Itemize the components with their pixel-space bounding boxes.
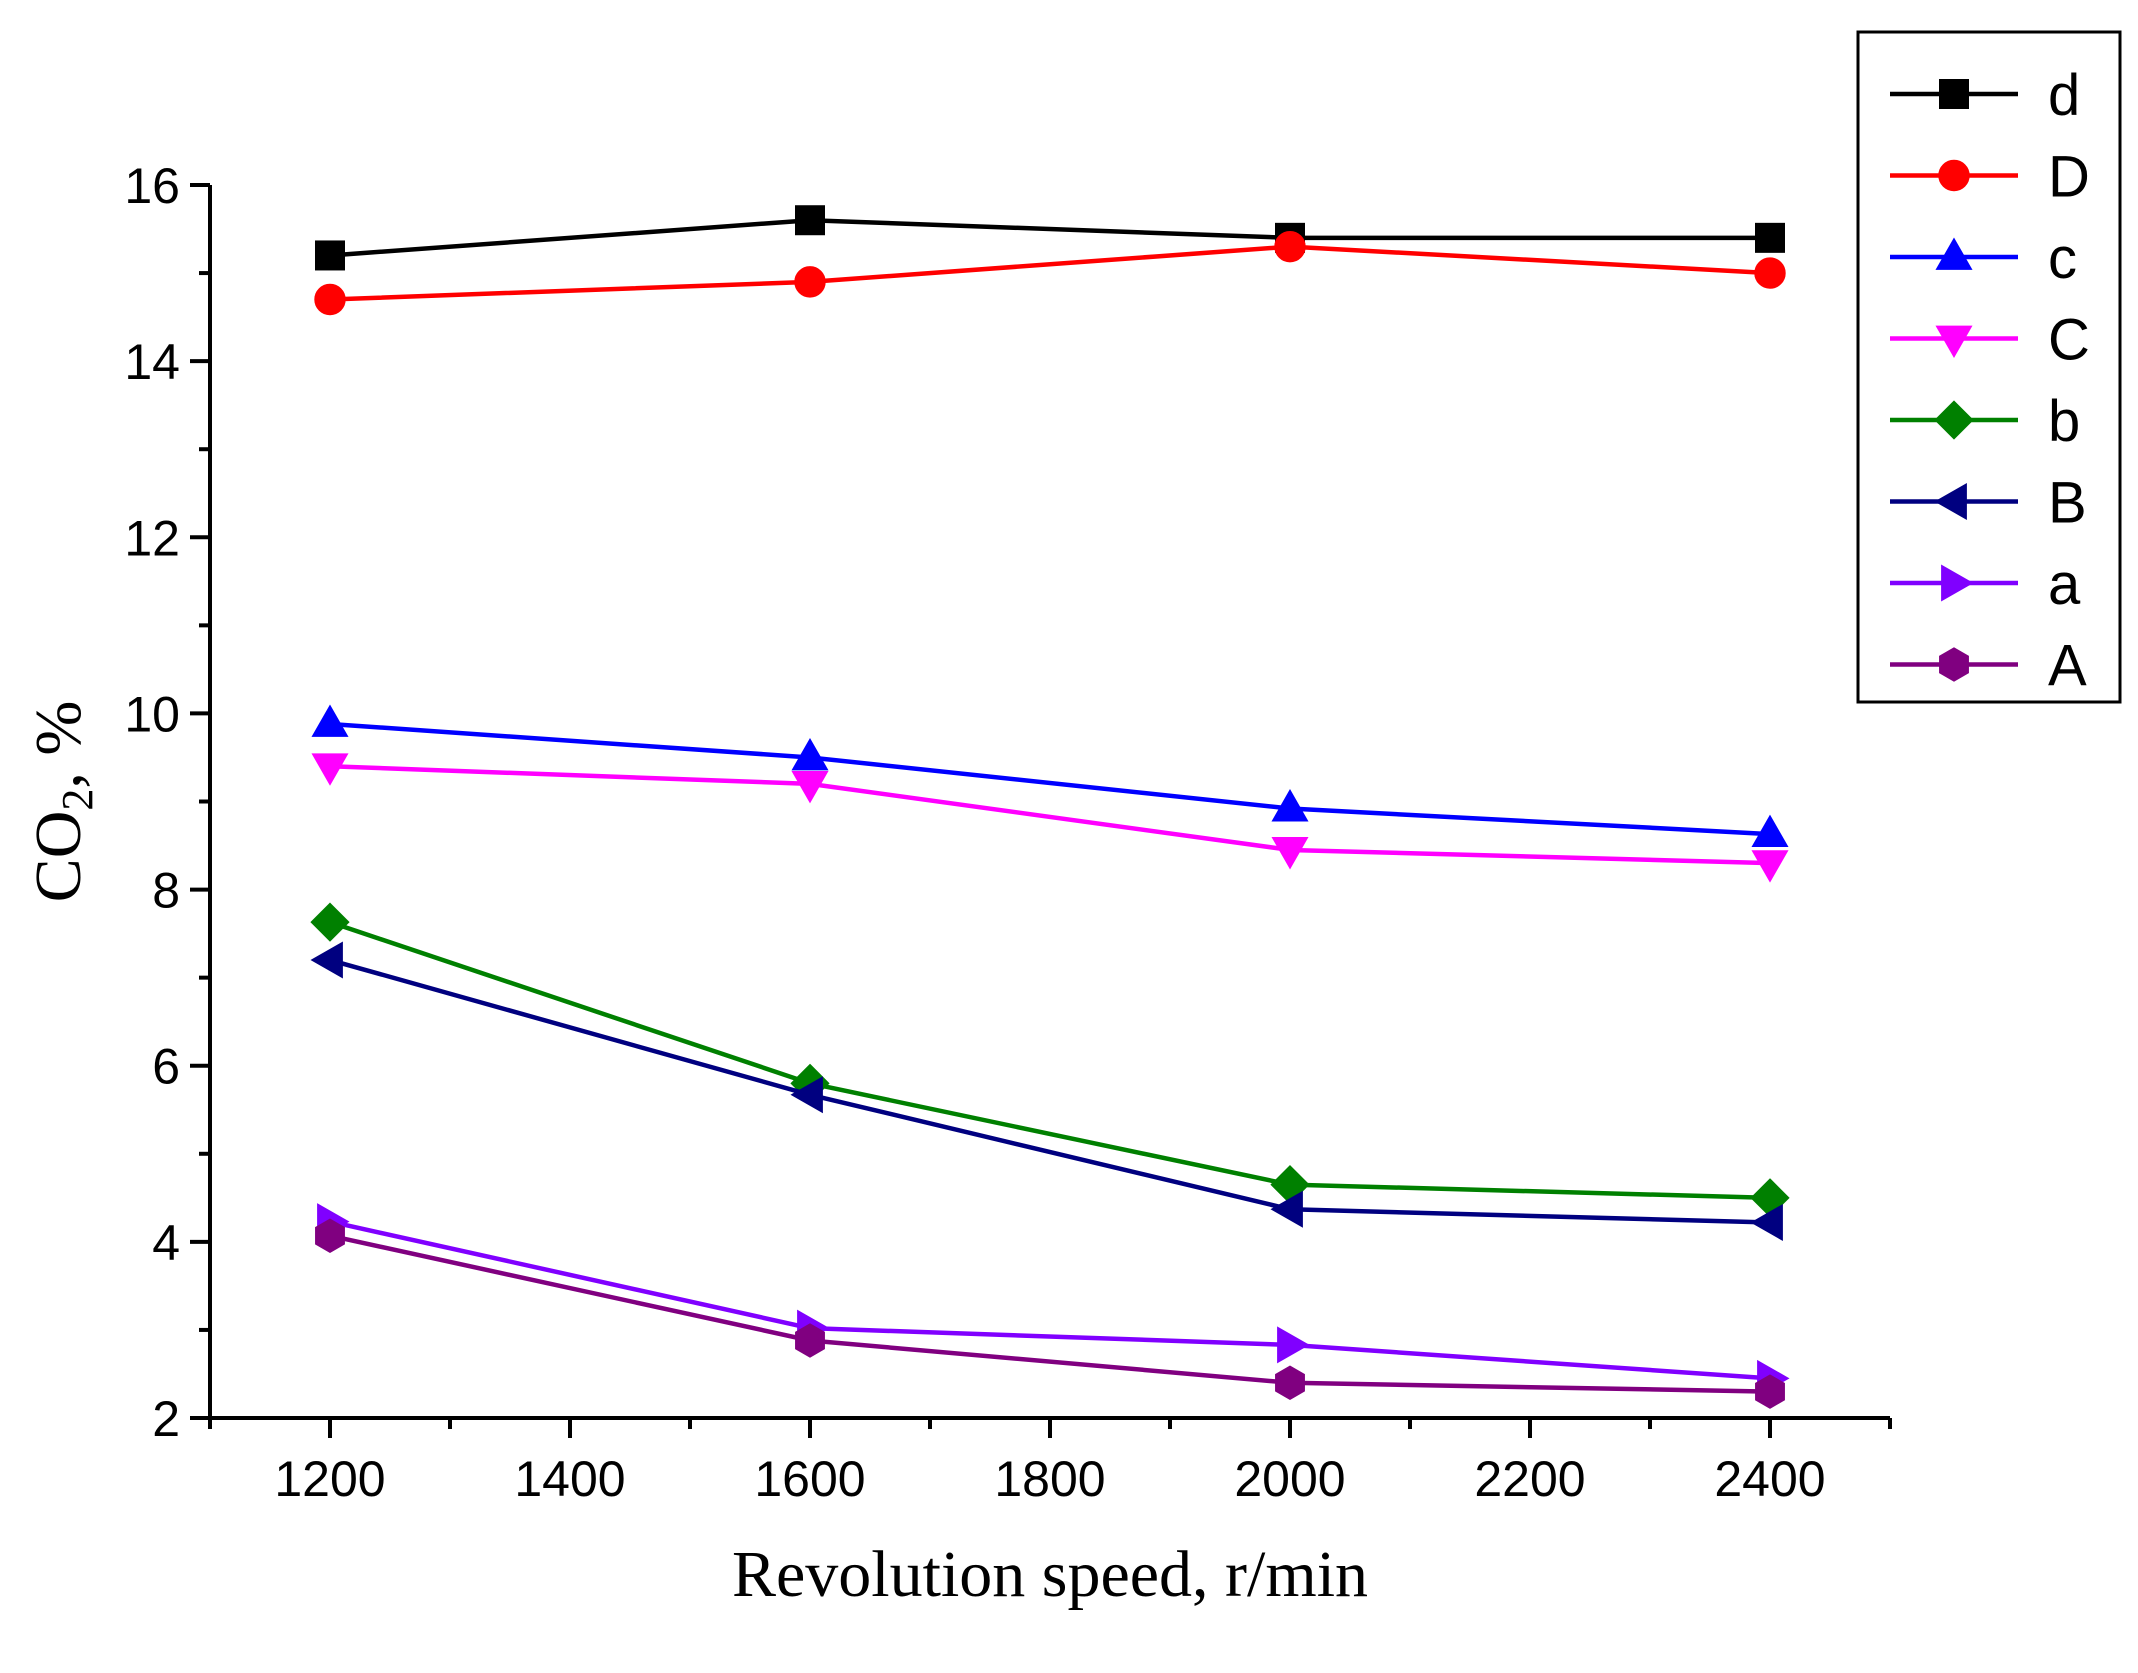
- y-tick-label: 14: [124, 334, 180, 390]
- x-tick-label: 2200: [1474, 1451, 1585, 1507]
- data-point-C: [311, 753, 349, 786]
- series-line-b: [329, 920, 1771, 1201]
- series-line-B: [329, 957, 1771, 1225]
- legend-entry-b: b: [1890, 389, 2080, 454]
- y-tick-label: 6: [152, 1039, 180, 1095]
- series-a: [317, 1203, 1790, 1397]
- y-axis-title-base: CO: [22, 811, 95, 903]
- data-point-C: [791, 770, 829, 804]
- legend-label: B: [2048, 471, 2087, 536]
- legend-label: a: [2048, 552, 2081, 617]
- data-point-B: [310, 941, 343, 979]
- data-point-a: [1277, 1326, 1310, 1364]
- data-point-D: [794, 266, 826, 298]
- series-line-A: [329, 1233, 1771, 1394]
- axes: 2 4 6 8 10 12 14 16 1200 1400 1600 1800 2000 2200 2400: [124, 158, 1892, 1507]
- series-A: [315, 1218, 1785, 1409]
- legend-label: A: [2048, 634, 2087, 699]
- series-layer: [310, 205, 1790, 1409]
- series-line-a: [329, 1219, 1771, 1381]
- series-C: [311, 753, 1789, 883]
- x-tick-label: 1800: [994, 1451, 1105, 1507]
- legend-marker: [1934, 482, 1967, 521]
- data-point-c: [311, 704, 349, 737]
- data-point-C: [1271, 837, 1309, 870]
- x-tick-label: 1600: [754, 1451, 865, 1507]
- x-tick-label: 2000: [1234, 1451, 1345, 1507]
- series-c: [311, 704, 1789, 847]
- data-point-C: [1751, 850, 1789, 883]
- y-axis-title: CO2, %: [22, 701, 102, 903]
- data-point-B: [790, 1076, 823, 1114]
- x-tick-label: 1200: [274, 1451, 385, 1507]
- legend-marker: [1939, 79, 1969, 109]
- data-point-A: [795, 1323, 825, 1358]
- x-tick-label: 2400: [1714, 1451, 1825, 1507]
- y-tick-label: 2: [152, 1391, 180, 1447]
- data-point-A: [1275, 1365, 1305, 1401]
- legend-marker: [1941, 564, 1974, 602]
- legend-entry-B: B: [1890, 471, 2087, 536]
- legend-marker: [1935, 237, 1973, 270]
- legend-label: d: [2048, 63, 2080, 128]
- legend-box: [1856, 30, 2122, 704]
- y-axis-title-subscript: 2: [53, 789, 102, 811]
- series-D: [314, 230, 1786, 316]
- data-point-D: [1274, 230, 1306, 263]
- legend-label: D: [2048, 145, 2090, 210]
- legend-entry-D: D: [1890, 145, 2090, 210]
- x-axis-title: Revolution speed, r/min: [732, 1538, 1368, 1611]
- axis-titles: Revolution speed, r/min CO2, %: [22, 701, 1368, 1611]
- series-line-c: [329, 721, 1771, 837]
- y-tick-label: 10: [124, 686, 180, 742]
- legend-entry-d: d: [1890, 63, 2080, 128]
- y-tick-label: 4: [152, 1215, 180, 1271]
- data-point-d: [1755, 222, 1785, 253]
- series-line-d: [329, 217, 1770, 258]
- data-point-B: [1270, 1190, 1303, 1228]
- data-point-D: [314, 283, 346, 316]
- legend-label: c: [2048, 226, 2077, 291]
- data-point-B: [1750, 1203, 1783, 1242]
- legend-entry-a: a: [1890, 552, 2081, 617]
- data-point-d: [795, 205, 825, 236]
- series-b: [310, 902, 1790, 1218]
- data-point-c: [791, 737, 829, 771]
- legend-entry-C: C: [1890, 308, 2090, 373]
- data-point-d: [315, 240, 345, 271]
- y-axis-title-rest: , %: [22, 701, 95, 789]
- x-tick-label: 1400: [514, 1451, 625, 1507]
- series-line-D: [329, 244, 1771, 302]
- series-line-C: [329, 764, 1771, 866]
- y-tick-label: 8: [152, 863, 180, 919]
- y-tick-label: 12: [124, 510, 180, 566]
- data-point-D: [1754, 257, 1786, 289]
- data-point-c: [1751, 814, 1789, 847]
- series-B: [310, 941, 1783, 1242]
- series-d: [315, 205, 1785, 271]
- data-point-b: [310, 902, 350, 942]
- legend-label: b: [2048, 389, 2080, 454]
- legend-entry-A: A: [1890, 634, 2087, 699]
- data-point-c: [1271, 789, 1309, 822]
- legend-marker: [1938, 159, 1970, 192]
- y-tick-label: 16: [124, 158, 180, 214]
- legend-marker: [1935, 325, 1973, 359]
- data-point-A: [315, 1218, 345, 1253]
- data-point-A: [1755, 1374, 1785, 1409]
- legend-label: C: [2048, 308, 2090, 373]
- legend-entry-c: c: [1890, 226, 2077, 291]
- legend-marker: [1934, 400, 1974, 440]
- legend-marker: [1939, 647, 1969, 682]
